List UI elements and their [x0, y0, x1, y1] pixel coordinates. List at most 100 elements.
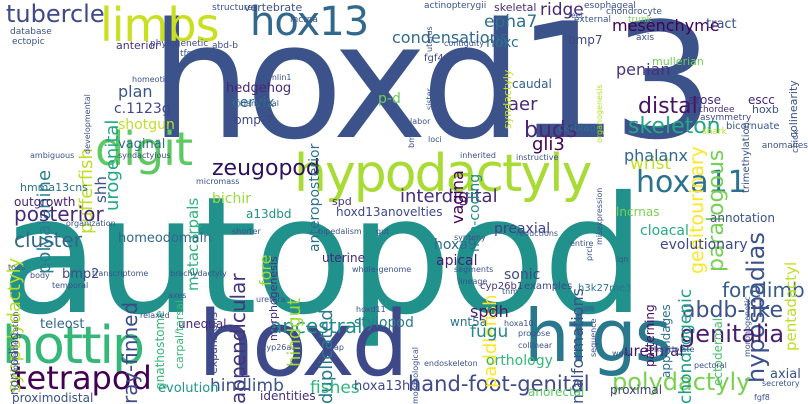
word-hoxd11: hoxd11: [356, 305, 386, 314]
word-arose: arose: [688, 93, 721, 107]
word-uterine: uterine: [322, 251, 365, 265]
word-phalanx: phalanx: [624, 146, 688, 165]
word-lncrna: lncrna: [290, 15, 318, 25]
word-evolution: evolution: [158, 381, 219, 396]
word-sequence: sequence: [589, 318, 598, 357]
word-anterior: anterior: [116, 39, 160, 52]
word-pentadactyl: pentadactyl: [782, 261, 800, 351]
word-hoxd: hoxd: [198, 292, 409, 397]
word-hypodactyly: hypodactyly: [294, 144, 592, 204]
word-urethral: urethral: [624, 342, 684, 360]
word-entire: entire: [570, 239, 594, 248]
word-pectoral: pectoral: [694, 361, 727, 370]
word-bmp7: bmp7: [568, 33, 603, 47]
word-axes: axes: [168, 291, 187, 300]
word-prcl: prcl: [585, 246, 594, 261]
word-tetrapod: tetrapod: [14, 359, 152, 397]
word-feet: feet: [568, 11, 584, 20]
word-proximodistal: proximodistal: [12, 391, 94, 404]
word-collinear: collinear: [518, 341, 553, 350]
word-shark: shark: [702, 127, 727, 137]
word-contiguity: contiguity: [444, 39, 484, 48]
word-cartilage: cartilage: [558, 123, 602, 134]
word-syndactylous: syndactylous: [118, 151, 171, 160]
word-vertebrate: vertebrate: [244, 1, 303, 14]
word-ectodermal: ectodermal: [711, 317, 725, 386]
word-developmental: developmental: [83, 94, 92, 154]
word-wgd: wgd: [612, 349, 629, 358]
word-novelties: novelties: [388, 205, 443, 219]
word-axis: axis: [636, 33, 655, 43]
word-cloacal: cloacal: [640, 223, 689, 239]
word-fgf4: fgf4: [424, 53, 444, 64]
word-lncrnas: lncrnas: [616, 205, 660, 219]
word-actinopterygii: actinopterygii: [424, 1, 487, 11]
word-hmma13cns: hmma13cns: [20, 181, 88, 194]
word-body: body: [30, 271, 50, 280]
word-ancestral: ancestral: [270, 314, 363, 338]
word-distal: distal: [638, 94, 698, 119]
word-c.1123g: c.1123g: [114, 101, 171, 117]
word-wrist: wrist: [630, 154, 672, 174]
word-hottip: hottip: [2, 316, 145, 376]
word-morphological: morphological: [411, 347, 420, 404]
word-genitourinary: genitourinary: [686, 145, 708, 274]
word-relaxed: relaxed: [140, 311, 170, 320]
word-evolutionary: evolutionary: [660, 237, 748, 253]
word-hoxa11: hoxa11: [636, 165, 747, 200]
word-patterning: patterning: [643, 304, 657, 367]
word-chordee: chordee: [698, 105, 735, 115]
word-hox13: hox13: [250, 0, 369, 45]
word-gnathostome: gnathostome: [153, 310, 167, 390]
word-fgf8: fgf8: [754, 393, 770, 402]
word-tnm: tnm: [502, 287, 518, 296]
word-endoskeleton: endoskeleton: [424, 359, 478, 368]
word-ectopic: ectopic: [12, 37, 45, 47]
word-bmp: bmp: [407, 130, 416, 148]
word-hindlimb: hindlimb: [210, 376, 284, 396]
word-misexpression: misexpression: [595, 187, 604, 245]
word-teleost: teleost: [40, 317, 85, 332]
word-ray-finned: ray-finned: [118, 301, 142, 404]
word-hoxc: hoxc: [486, 35, 519, 51]
word-digit: digit: [95, 122, 193, 176]
word-trimethylation: trimethylation: [741, 122, 752, 193]
word-plan: plan: [118, 82, 153, 101]
word-bichir: bichir: [212, 191, 251, 207]
word-toes: toes: [8, 263, 26, 272]
word-mesenchyme: mesenchyme: [612, 16, 720, 35]
word-spd: spd: [332, 195, 352, 208]
word-proximal: proximal: [610, 383, 663, 397]
word-cyp26b1: cyp26b1: [480, 281, 524, 292]
word-shotgun: shotgun: [118, 117, 175, 133]
word-polydactyly: polydactyly: [612, 368, 751, 396]
word-cervix: cervix: [232, 95, 275, 111]
word-bipedalism: bipedalism: [318, 227, 362, 236]
word-ambiguous: ambiguous: [30, 151, 75, 160]
word-vaginal: vaginal: [118, 137, 166, 152]
word-tfs: tfs: [180, 49, 192, 59]
word-propose: propose: [518, 329, 551, 338]
word-appendages: appendages: [659, 304, 673, 378]
word-wnt5a: wnt5a: [450, 315, 488, 329]
word-gli3: gli3: [532, 134, 565, 155]
word-tract: tract: [706, 17, 737, 32]
word-orthology: orthology: [486, 353, 553, 369]
word-inherited: inherited: [460, 151, 496, 160]
word-homeotic: homeotic: [132, 75, 170, 84]
word-escc: escc: [748, 93, 775, 107]
word-hindgut: hindgut: [284, 297, 305, 367]
word-condensations: condensations: [392, 28, 508, 47]
word-limbs: limbs: [100, 0, 220, 52]
word-ap: ap: [334, 343, 344, 352]
word-carpal-tarsal: carpal/tarsal: [173, 300, 186, 369]
word-abdb-like: abdb-like: [682, 298, 784, 323]
word-iqn: iqn: [616, 255, 629, 264]
word-epha7: epha7: [484, 12, 538, 32]
word-organization: organization: [66, 219, 116, 228]
word-segments: segments: [454, 265, 494, 274]
word-morphogenetic: morphogenetic: [743, 296, 752, 357]
word-abd-b: abd-b: [212, 41, 238, 51]
word-sonic: sonic: [504, 267, 541, 283]
word-tubercle: tubercle: [6, 0, 105, 28]
